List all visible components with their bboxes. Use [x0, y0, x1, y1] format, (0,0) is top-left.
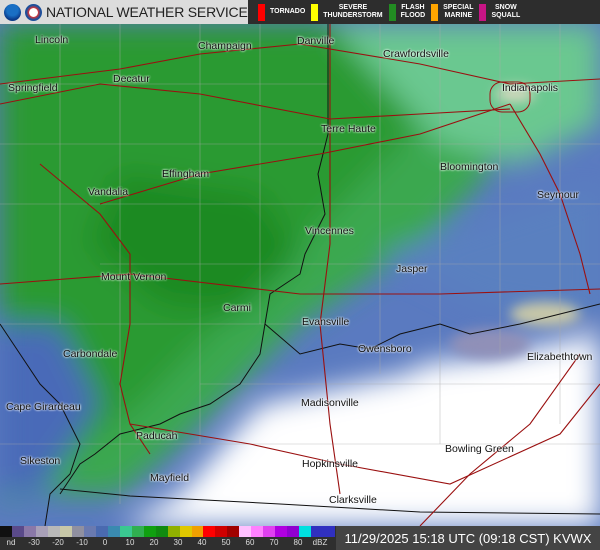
- colorbar-swatch: [47, 526, 60, 537]
- colorbar-swatch: [71, 526, 84, 537]
- colorbar-swatch: [251, 526, 264, 537]
- colorbar-swatch: [131, 526, 144, 537]
- city-label: Seymour: [537, 189, 580, 201]
- colorbar-swatch: [23, 526, 36, 537]
- warning-2: FLASH FLOOD: [388, 3, 426, 21]
- warning-swatch: [258, 3, 265, 21]
- nws-logo: [25, 3, 42, 21]
- warning-swatch: [311, 3, 319, 21]
- noaa-logo: [4, 3, 21, 21]
- colorbar-tick: 80: [293, 538, 303, 547]
- colorbar-swatch: [323, 526, 336, 537]
- colorbar-tick: dBZ: [312, 538, 328, 547]
- colorbar-swatch: [95, 526, 108, 537]
- header: NATIONAL WEATHER SERVICE TORNADO SEVERE T…: [0, 0, 600, 24]
- city-label: Hopkinsville: [302, 458, 359, 470]
- warning-3: SPECIAL MARINE: [431, 3, 474, 21]
- radar-image: [0, 24, 600, 527]
- colorbar-swatch: [275, 526, 288, 537]
- interstates: [0, 24, 600, 527]
- colorbar-swatch: [179, 526, 192, 537]
- colorbar-tick: 0: [102, 538, 108, 547]
- colorbar-tick: -10: [76, 538, 88, 547]
- city-label: Cape Girardeau: [6, 401, 81, 413]
- warning-swatch: [388, 3, 396, 21]
- city-label: Terre Haute: [321, 123, 376, 135]
- colorbar-swatch: [59, 526, 72, 537]
- city-label: Effingham: [162, 168, 210, 180]
- colorbar-swatch: [167, 526, 180, 537]
- city-label: Carmi: [223, 302, 251, 314]
- colorbar-swatch: [299, 526, 312, 537]
- city-label: Decatur: [113, 73, 150, 85]
- warning-0: TORNADO: [258, 3, 306, 21]
- colorbar-tick: 60: [245, 538, 255, 547]
- city-label: Bowling Green: [445, 443, 514, 455]
- colorbar-swatch: [11, 526, 24, 537]
- city-label: Paducah: [136, 430, 178, 442]
- colorbar-tick: 50: [221, 538, 231, 547]
- city-label: Owensboro: [358, 343, 412, 355]
- warning-4: SNOW SQUALL: [479, 3, 521, 21]
- colorbar-swatch: [239, 526, 252, 537]
- city-label: Champaign: [198, 40, 252, 52]
- state-borders: [0, 24, 600, 527]
- colorbar-swatch: [203, 526, 216, 537]
- city-label: Vincennes: [305, 225, 354, 237]
- colorbar-swatch: [311, 526, 324, 537]
- colorbar-tick: 20: [149, 538, 159, 547]
- city-label: Danville: [297, 35, 335, 47]
- colorbar-swatch: [215, 526, 228, 537]
- colorbar-tick: -30: [28, 538, 40, 547]
- site-title: NATIONAL WEATHER SERVICE: [46, 4, 248, 20]
- colorbar-tick: 30: [173, 538, 183, 547]
- city-label: Sikeston: [20, 455, 61, 467]
- warning-swatch: [479, 3, 487, 21]
- colorbar-tick: 70: [269, 538, 279, 547]
- warning-swatch: [431, 3, 439, 21]
- colorbar-swatch: [227, 526, 240, 537]
- timestamp: 11/29/2025 15:18 UTC (09:18 CST) KVWX: [336, 526, 600, 550]
- city-label: Jasper: [396, 263, 428, 275]
- colorbar-tick: 40: [197, 538, 207, 547]
- colorbar-swatch: [263, 526, 276, 537]
- colorbar-swatch: [287, 526, 300, 537]
- colorbar-swatch: [35, 526, 48, 537]
- city-label: Clarksville: [329, 494, 377, 506]
- city-label: Evansville: [302, 316, 350, 328]
- colorbar-tick: nd: [6, 538, 16, 547]
- warning-label: SNOW SQUALL: [491, 4, 521, 19]
- city-label: Indianapolis: [502, 82, 559, 94]
- warning-1: SEVERE THUNDERSTORM: [311, 3, 383, 21]
- reflectivity-colorbar: [0, 526, 336, 537]
- warning-label: FLASH FLOOD: [400, 4, 426, 19]
- footer: nd -30 -20 -10 0 10 20 30 40 50 60 70 80 dBZ 11/29/20…: [0, 526, 600, 550]
- city-label: Vandalia: [88, 186, 129, 198]
- warning-legend: TORNADO SEVERE THUNDERSTORM FLASH FLOOD SPE…: [248, 0, 600, 24]
- colorbar-swatch: [143, 526, 156, 537]
- radar-map[interactable]: Lincoln Champaign Danville Crawfordsville Sp…: [0, 24, 600, 527]
- warning-label: TORNADO: [270, 8, 306, 15]
- brand: NATIONAL WEATHER SERVICE: [0, 0, 248, 24]
- colorbar-swatch: [0, 526, 12, 537]
- city-label: Mount Vernon: [101, 271, 167, 283]
- county-lines: [0, 24, 600, 504]
- colorbar-swatch: [119, 526, 132, 537]
- warning-label: SEVERE THUNDERSTORM: [323, 4, 383, 19]
- city-label: Elizabethtown: [527, 351, 593, 363]
- colorbar-swatch: [107, 526, 120, 537]
- city-label: Mayfield: [150, 472, 190, 484]
- city-label: Madisonville: [301, 397, 359, 409]
- city-label: Lincoln: [35, 34, 69, 46]
- city-label: Bloomington: [440, 161, 499, 173]
- warning-label: SPECIAL MARINE: [443, 4, 474, 19]
- colorbar-swatch: [191, 526, 204, 537]
- colorbar-tick: -20: [52, 538, 64, 547]
- colorbar-swatch: [155, 526, 168, 537]
- colorbar-tick: 10: [125, 538, 135, 547]
- city-label: Crawfordsville: [383, 48, 449, 60]
- colorbar-swatch: [83, 526, 96, 537]
- city-label: Springfield: [8, 82, 58, 94]
- city-label: Carbondale: [63, 348, 118, 360]
